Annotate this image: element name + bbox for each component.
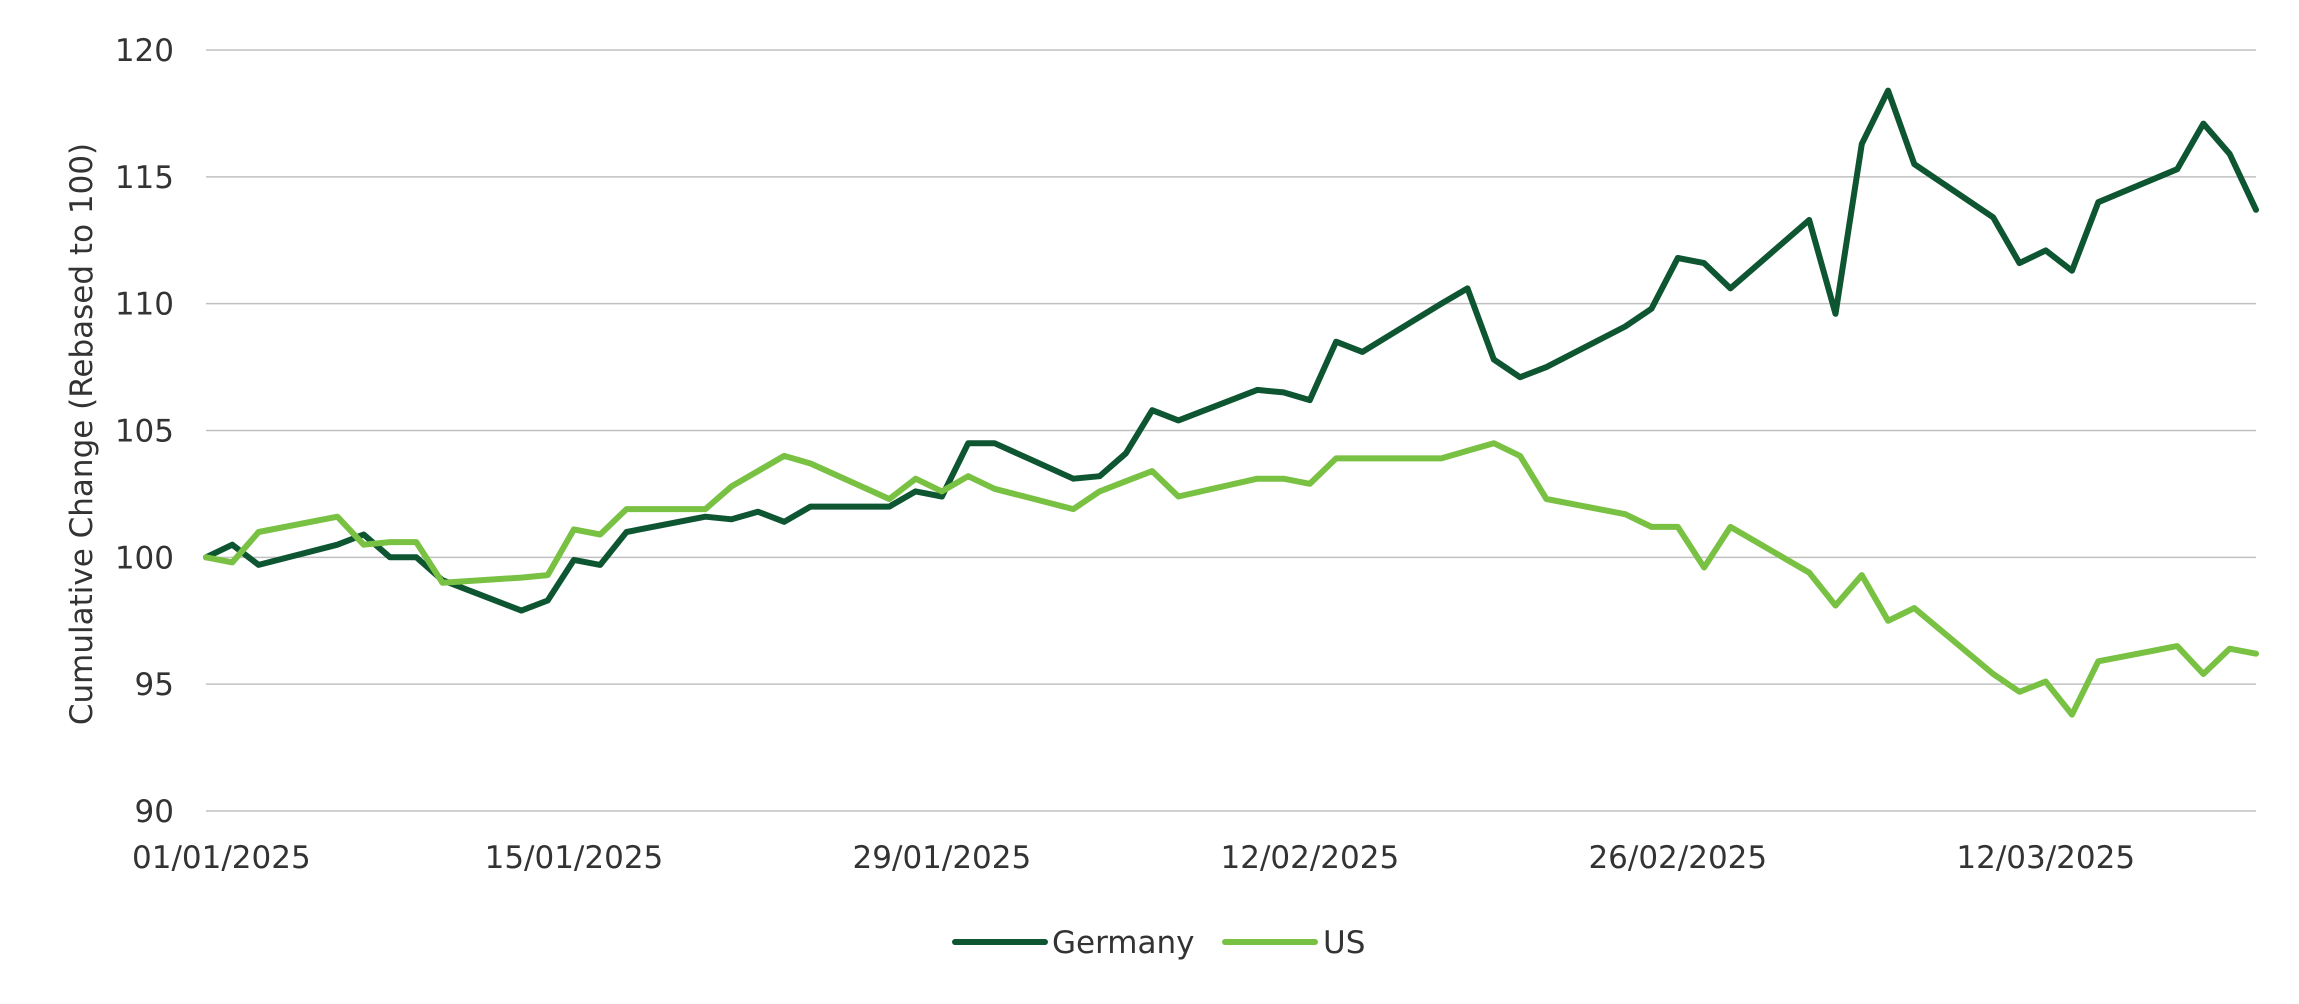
x-tick-label: 15/01/2025 <box>485 840 664 876</box>
y-tick-label: 105 <box>115 414 174 450</box>
y-tick-label: 120 <box>115 33 174 69</box>
x-axis-ticks: 01/01/2025 15/01/2025 29/01/2025 12/02/2025… <box>132 840 2135 876</box>
y-tick-label: 110 <box>115 287 174 323</box>
x-tick-label: 12/02/2025 <box>1221 840 1400 876</box>
y-axis-ticks: 90 95 100 105 110 115 120 <box>115 33 174 830</box>
y-tick-label: 95 <box>135 667 174 703</box>
legend-label: Germany <box>1052 925 1194 961</box>
series-line-us <box>203 440 2259 718</box>
legend: Germany US <box>952 925 1365 961</box>
x-tick-label: 12/03/2025 <box>1956 840 2135 876</box>
series-line-germany <box>203 87 2259 614</box>
y-tick-label: 115 <box>115 160 174 196</box>
x-tick-label: 26/02/2025 <box>1588 840 1767 876</box>
legend-item-germany: Germany <box>952 925 1194 961</box>
legend-label: US <box>1323 925 1365 961</box>
series-lines <box>203 87 2259 718</box>
y-tick-label: 100 <box>115 540 174 576</box>
y-tick-label: 90 <box>135 794 174 830</box>
x-tick-label: 01/01/2025 <box>132 840 311 876</box>
y-axis-title: Cumulative Change (Rebased to 100) <box>64 143 100 725</box>
gridlines <box>206 49 2256 812</box>
x-tick-label: 29/01/2025 <box>853 840 1032 876</box>
legend-item-us: US <box>1222 925 1365 961</box>
